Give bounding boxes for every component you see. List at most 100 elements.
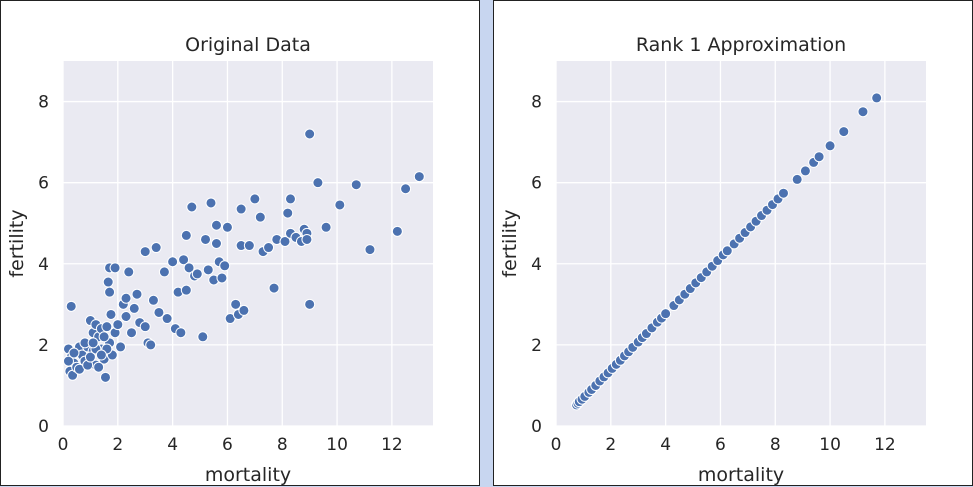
- original-scatter-point: [249, 193, 261, 205]
- original-scatter-point: [219, 260, 231, 272]
- original-scatter-point: [400, 183, 412, 195]
- original-scatter-point: [334, 199, 346, 211]
- original-scatter-point: [320, 221, 332, 233]
- original-scatter-point: [147, 294, 159, 306]
- original-scatter-point: [98, 331, 110, 343]
- original-scatter-point: [120, 292, 132, 304]
- original-scatter-point: [180, 229, 192, 241]
- original-y-tick-label: 8: [38, 93, 49, 113]
- original-scatter-point: [230, 298, 242, 310]
- original-scatter-point: [254, 211, 266, 223]
- original-x-tick-label: 10: [326, 435, 348, 455]
- original-scatter-point: [235, 203, 247, 215]
- original-scatter-point: [364, 244, 376, 256]
- original-scatter-point: [139, 246, 151, 258]
- original-x-tick-label: 12: [381, 435, 403, 455]
- original-x-tick-label: 6: [222, 435, 233, 455]
- rank1-y-axis-label: fertility: [499, 209, 521, 277]
- rank1-x-tick-label: 6: [715, 435, 726, 455]
- rank1-y-tick-label: 0: [531, 417, 542, 437]
- original-scatter-point: [183, 262, 195, 274]
- original-x-axis-label: mortality: [205, 464, 291, 486]
- original-scatter-point: [243, 240, 255, 252]
- original-x-tick-label: 0: [58, 435, 69, 455]
- original-scatter-point: [93, 361, 105, 373]
- rank1-x-tick-label: 4: [660, 435, 671, 455]
- original-scatter-point: [68, 347, 80, 359]
- original-scatter-point: [216, 272, 228, 284]
- original-scatter-point: [95, 349, 107, 361]
- rank1-scatter-point: [813, 151, 825, 163]
- original-y-axis-label: fertility: [6, 209, 28, 277]
- original-scatter-point: [139, 321, 151, 333]
- original-scatter-point: [180, 284, 192, 296]
- original-scatter-point: [210, 219, 222, 231]
- rank1-scatter-point: [857, 106, 869, 118]
- original-scatter-point: [99, 371, 111, 383]
- rank1-approximation-chart: 0 2 4 6 8 10 12 0 2 4 6 8 Rank 1 Approximation mortal…: [499, 34, 926, 486]
- original-scatter-point: [145, 339, 157, 351]
- rank1-scatter-point: [838, 126, 850, 138]
- rank1-scatter-point: [824, 140, 836, 152]
- rank1-chart-title: Rank 1 Approximation: [636, 34, 846, 56]
- original-scatter-point: [268, 282, 280, 294]
- original-scatter-point: [284, 193, 296, 205]
- rank1-scatter-point: [799, 165, 811, 177]
- original-scatter-point: [87, 337, 99, 349]
- original-scatter-point: [101, 321, 113, 333]
- original-scatter-point: [350, 179, 362, 191]
- original-scatter-point: [158, 266, 170, 278]
- original-y-tick-label: 4: [38, 255, 49, 275]
- original-scatter-point: [263, 242, 275, 254]
- original-scatter-point: [304, 128, 316, 140]
- original-scatter-point: [102, 276, 114, 288]
- original-scatter-point: [115, 341, 127, 353]
- original-scatter-point: [282, 207, 294, 219]
- original-scatter-point: [221, 221, 233, 233]
- original-scatter-point: [205, 197, 217, 209]
- rank1-approximation-panel: 0 2 4 6 8 10 12 0 2 4 6 8 Rank 1 Approximation mortal…: [493, 0, 973, 486]
- original-scatter-point: [120, 311, 132, 322]
- original-scatter-point: [161, 313, 173, 325]
- original-data-panel: 0 2 4 6 8 10 12 0 2 4 6 8 Original Data mortality fert…: [0, 0, 480, 486]
- rank1-x-axis-label: mortality: [698, 464, 784, 486]
- original-scatter-point: [202, 264, 214, 276]
- original-scatter-point: [104, 286, 116, 298]
- original-x-tick-label: 2: [112, 435, 123, 455]
- original-scatter-point: [238, 304, 250, 316]
- rank1-scatter-point: [791, 173, 803, 185]
- original-scatter-point: [279, 235, 291, 247]
- original-scatter-point: [210, 238, 222, 249]
- rank1-scatter-point: [777, 187, 789, 199]
- original-scatter-point: [304, 298, 316, 310]
- rank1-scatter-point: [871, 92, 883, 104]
- original-scatter-point: [84, 351, 96, 363]
- original-chart-title: Original Data: [185, 34, 311, 56]
- rank1-y-tick-label: 4: [531, 255, 542, 275]
- original-y-tick-label: 0: [38, 417, 49, 437]
- original-scatter-point: [105, 308, 117, 320]
- rank1-scatter-point: [660, 308, 672, 320]
- original-scatter-point: [126, 327, 138, 339]
- original-scatter-point: [128, 302, 140, 314]
- original-scatter-point: [109, 262, 121, 274]
- original-scatter-point: [301, 233, 313, 245]
- original-scatter-point: [112, 319, 124, 331]
- rank1-y-tick-label: 2: [531, 336, 542, 356]
- original-scatter-point: [175, 327, 187, 339]
- original-scatter-point: [312, 177, 324, 189]
- rank1-x-tick-label: 0: [551, 435, 562, 455]
- original-scatter-point: [150, 242, 162, 254]
- original-scatter-point: [197, 331, 209, 343]
- original-scatter-point: [131, 288, 143, 300]
- original-scatter-point: [167, 256, 179, 268]
- rank1-x-tick-label: 12: [874, 435, 896, 455]
- original-y-tick-label: 2: [38, 336, 49, 356]
- rank1-y-tick-label: 6: [531, 174, 542, 194]
- original-scatter-point: [178, 254, 190, 266]
- original-scatter-point: [186, 201, 198, 213]
- original-data-chart: 0 2 4 6 8 10 12 0 2 4 6 8 Original Data mortality fert…: [6, 34, 433, 486]
- original-scatter-point: [413, 171, 425, 183]
- original-scatter-point: [123, 266, 135, 278]
- rank1-x-tick-label: 2: [605, 435, 616, 455]
